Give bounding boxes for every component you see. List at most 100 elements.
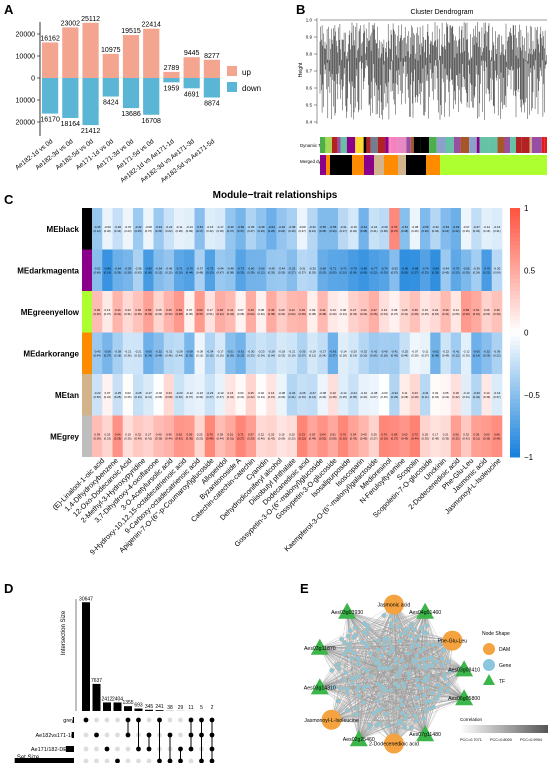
cell-pvalue: (0.48) [432,436,439,440]
gene-node [423,630,429,636]
cell-pvalue: (0.15) [206,353,213,357]
cell-pvalue: (0.05) [452,312,459,316]
gene-node [421,646,427,652]
cell-correlation: 0.25 [104,432,110,436]
cell-correlation: 0.23 [412,391,418,395]
tree-cut-segment [366,137,371,153]
tree-cut-segment [340,137,347,153]
heatmap-cell [245,415,257,457]
gene-node [398,697,404,703]
module-color-bar [82,291,92,333]
intersection-count: 2412 [101,696,112,702]
heatmap-cell [163,332,175,374]
heatmap-cell [286,291,298,333]
merged-module-segment [364,155,374,175]
heatmap-cell [450,332,462,374]
cell-pvalue: (0.20) [268,229,275,233]
cell-pvalue: (0.19) [350,353,357,357]
gene-node [351,635,357,640]
cell-pvalue: (0.50) [93,395,100,399]
cell-correlation: -0.27 [319,349,326,353]
cell-correlation: -0.27 [309,391,316,395]
cell-correlation: -0.63 [145,349,152,353]
heatmap-cell [266,415,277,457]
heatmap-cell [307,374,318,416]
cell-pvalue: (0.48) [329,395,336,399]
cell-pvalue: (0.39) [483,395,490,399]
cell-pvalue: (0.33) [237,270,244,274]
gene-node [361,700,367,705]
heatmap-cell [481,374,493,416]
cell-correlation: 0.39 [94,432,100,436]
module-label: MEdarkorange [23,349,79,358]
cell-correlation: -0.16 [493,225,500,229]
intersection-count: 7637 [91,678,102,684]
colorbar-step [510,403,520,408]
gene-node [397,624,402,630]
heatmap-cell [143,374,154,416]
heatmap-cell [389,332,400,374]
heatmap-cell [440,332,452,374]
legend-tf-icon [483,674,495,685]
cell-pvalue: (0.27) [370,436,377,440]
heatmap-cell [430,415,441,457]
cell-correlation: 0.54 [350,432,356,436]
cell-pvalue: (0.13) [206,270,213,274]
cell-correlation: 0.16 [227,391,233,395]
cell-correlation: -0.86 [104,266,111,270]
cell-correlation: -0.43 [155,225,162,229]
cell-pvalue: (0.30) [186,312,193,316]
cell-pvalue: (0.43) [268,436,275,440]
cell-pvalue: (0.09) [278,436,285,440]
heatmap-cell [317,291,329,333]
cell-correlation: -0.35 [309,266,316,270]
heatmap-cell [297,332,308,374]
cell-pvalue: (0.28) [114,436,121,440]
cell-pvalue: (0.45) [380,395,387,399]
tree-cut-segment [510,137,516,153]
gene-node [399,657,405,663]
heatmap-cell [461,249,472,291]
cell-pvalue: (0.48) [411,312,418,316]
tree-cut-segment [420,137,430,153]
cell-pvalue: (0.08) [227,270,234,274]
cell-correlation: -0.52 [94,266,101,270]
heatmap-cell [409,374,421,416]
tree-cut-segment [397,137,407,153]
gene-node [375,681,380,687]
cell-pvalue: (0.08) [165,395,172,399]
cell-correlation: -0.31 [422,391,429,395]
cell-pvalue: (0.10) [134,395,141,399]
cell-correlation: 0.08 [340,308,346,312]
cell-correlation: -0.15 [206,225,213,229]
cell-pvalue: (0.24) [319,353,326,357]
cell-pvalue: (0.39) [411,353,418,357]
cell-pvalue: (0.42) [175,436,182,440]
cell-pvalue: (0.48) [206,436,213,440]
cell-pvalue: (0.39) [155,436,162,440]
colorbar-step [510,398,520,404]
heatmap-cell [358,415,370,457]
matrix-dot [104,732,110,738]
cell-pvalue: (0.49) [134,436,141,440]
gene-node [412,636,418,642]
gene-node [361,684,367,690]
heatmap-cell [133,291,144,333]
hub-label: Aes07g11480 [409,732,441,738]
gene-node [368,673,374,679]
cell-correlation: -0.46 [165,266,172,270]
bar-up-label: 9445 [184,50,200,57]
cell-correlation: -0.52 [483,349,490,353]
cell-correlation: -0.12 [463,349,470,353]
cell-correlation: -0.52 [155,349,162,353]
gene-node [397,638,403,644]
cell-pvalue: (0.08) [329,436,336,440]
module-label: MEblack [47,225,80,234]
colorbar-step [510,212,520,217]
colorbar-step [510,361,520,367]
dendro-tick-label: 0.6 [306,86,313,91]
cell-pvalue: (0.04) [380,312,387,316]
cell-correlation: -0.60 [258,266,265,270]
heatmap-cell [440,291,452,333]
cell-pvalue: (0.09) [93,436,100,440]
